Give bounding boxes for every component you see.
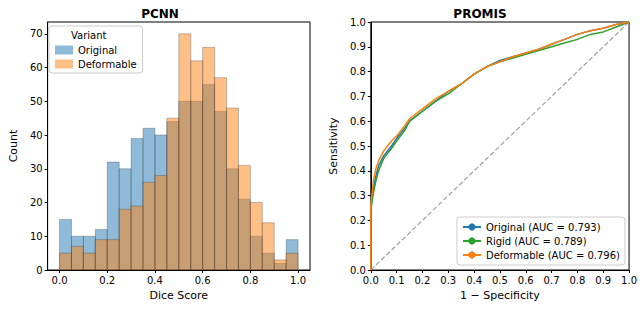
svg-text:0.4: 0.4 <box>350 165 366 176</box>
svg-text:0.0: 0.0 <box>363 275 379 286</box>
svg-text:Sensitivity: Sensitivity <box>327 117 340 175</box>
svg-text:0.3: 0.3 <box>440 275 456 286</box>
svg-text:10: 10 <box>30 231 43 242</box>
svg-text:0.6: 0.6 <box>195 275 211 286</box>
svg-text:1.0: 1.0 <box>350 17 366 28</box>
svg-text:0.9: 0.9 <box>350 41 366 52</box>
svg-text:0.3: 0.3 <box>350 190 366 201</box>
svg-text:1 − Specificity: 1 − Specificity <box>460 289 540 302</box>
svg-text:0.0: 0.0 <box>52 275 68 286</box>
svg-text:70: 70 <box>30 28 43 39</box>
svg-text:50: 50 <box>30 96 43 107</box>
svg-text:0.1: 0.1 <box>389 275 405 286</box>
svg-text:Count: Count <box>7 129 20 162</box>
svg-text:Variant: Variant <box>71 30 107 41</box>
svg-text:1.0: 1.0 <box>290 275 306 286</box>
svg-text:0.9: 0.9 <box>595 275 611 286</box>
svg-text:0.8: 0.8 <box>350 66 366 77</box>
svg-text:0.2: 0.2 <box>350 215 366 226</box>
svg-text:Dice Score: Dice Score <box>149 289 208 302</box>
svg-text:Rigid (AUC = 0.789): Rigid (AUC = 0.789) <box>486 236 587 247</box>
svg-text:PCNN: PCNN <box>141 7 179 21</box>
svg-text:0.2: 0.2 <box>414 275 430 286</box>
svg-text:0.2: 0.2 <box>99 275 115 286</box>
svg-text:0.7: 0.7 <box>544 275 560 286</box>
svg-text:1.0: 1.0 <box>621 275 637 286</box>
svg-text:0.7: 0.7 <box>350 91 366 102</box>
svg-text:0.8: 0.8 <box>242 275 258 286</box>
svg-text:PROMIS: PROMIS <box>453 7 506 21</box>
svg-text:20: 20 <box>30 197 43 208</box>
svg-text:30: 30 <box>30 163 43 174</box>
svg-text:0: 0 <box>36 265 42 276</box>
svg-text:0.5: 0.5 <box>350 141 366 152</box>
svg-text:0.6: 0.6 <box>518 275 534 286</box>
svg-text:60: 60 <box>30 62 43 73</box>
svg-text:Original: Original <box>78 45 117 56</box>
svg-text:0.4: 0.4 <box>147 275 163 286</box>
svg-text:0.5: 0.5 <box>492 275 508 286</box>
svg-text:0.0: 0.0 <box>349 264 366 276</box>
svg-text:0.6: 0.6 <box>350 116 366 127</box>
svg-text:40: 40 <box>30 130 43 141</box>
svg-text:Deformable (AUC = 0.796): Deformable (AUC = 0.796) <box>486 250 620 261</box>
svg-text:0.1: 0.1 <box>350 240 366 251</box>
svg-text:Original (AUC = 0.793): Original (AUC = 0.793) <box>486 222 601 233</box>
svg-text:0.4: 0.4 <box>466 275 482 286</box>
svg-text:0.8: 0.8 <box>569 275 585 286</box>
svg-text:Deformable: Deformable <box>78 59 137 70</box>
